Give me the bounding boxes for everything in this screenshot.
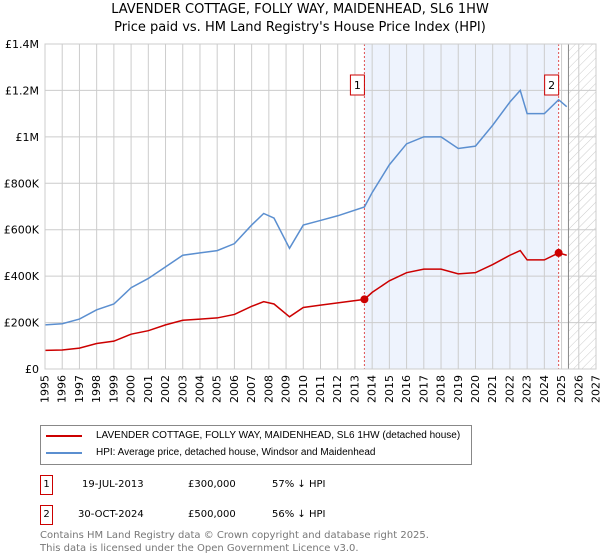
footer: Contains HM Land Registry data © Crown c…	[40, 529, 429, 555]
chart-title: LAVENDER COTTAGE, FOLLY WAY, MAIDENHEAD,…	[111, 2, 489, 17]
x-tick-label: 2006	[228, 375, 241, 403]
x-tick-label: 2003	[176, 375, 189, 403]
x-tick-label: 2017	[417, 375, 430, 403]
sale-date: 30-OCT-2024	[78, 509, 144, 520]
footer-line: Contains HM Land Registry data © Crown c…	[40, 530, 429, 541]
x-tick-label: 2009	[280, 375, 293, 403]
legend: LAVENDER COTTAGE, FOLLY WAY, MAIDENHEAD,…	[40, 425, 472, 465]
sale-point	[360, 295, 369, 304]
y-tick-label: £800K	[4, 177, 40, 190]
property-price-line	[44, 249, 567, 352]
y-tick-label: £1.4M	[5, 38, 39, 51]
x-tick-label: 2005	[211, 375, 224, 403]
sale-price: £300,000	[188, 479, 236, 490]
x-tick-label: 2008	[262, 375, 275, 403]
footer-line: This data is licensed under the Open Gov…	[40, 543, 359, 554]
marker-badge-label: 2	[548, 79, 555, 92]
x-tick-label: 1998	[90, 375, 103, 403]
x-tick-label: 2007	[245, 375, 258, 403]
plot-frame	[44, 43, 597, 370]
hpi-line	[44, 88, 568, 326]
marker-badge-box	[544, 74, 560, 96]
y-tick-label: £400K	[4, 270, 40, 283]
legend-label-property: LAVENDER COTTAGE, FOLLY WAY, MAIDENHEAD,…	[96, 430, 461, 441]
legend-label-hpi: HPI: Average price, detached house, Wind…	[96, 447, 376, 458]
x-tick-label: 2011	[314, 375, 327, 403]
x-tick-label: 1999	[107, 375, 120, 403]
legend-swatch-property	[46, 435, 82, 437]
y-tick-label: £200K	[4, 317, 40, 330]
x-tick-label: 2004	[193, 375, 206, 403]
x-tick-label: 2018	[435, 375, 448, 403]
x-tick-label: 2027	[590, 375, 600, 403]
x-tick-label: 2015	[383, 375, 396, 403]
sale-period-shade	[364, 44, 559, 369]
x-tick-label: 2024	[538, 375, 551, 403]
x-tick-label: 1996	[56, 375, 69, 403]
hpi-delta: 57% ↓ HPI	[272, 479, 326, 490]
price-chart: 1995 1996 1997 1998 1999 2000 2001 2002 2003 2004…	[4, 38, 600, 403]
sale-date: 19-JUL-2013	[82, 479, 144, 490]
x-tick-label: 2025	[555, 375, 568, 403]
forecast-hatch	[568, 44, 596, 369]
x-tick-label: 2023	[521, 375, 534, 403]
legend-swatch-hpi	[46, 452, 82, 454]
marker-badge: 2	[40, 505, 53, 525]
x-tick-label: 1995	[39, 375, 52, 403]
sale-price: £500,000	[188, 509, 236, 520]
marker-badge: 1	[40, 475, 53, 495]
y-tick-label: £600K	[4, 224, 40, 237]
x-tick-label: 2012	[331, 375, 344, 403]
x-tick-label: 2021	[486, 375, 499, 403]
x-tick-label: 2026	[572, 375, 585, 403]
x-tick-label: 2019	[452, 375, 465, 403]
x-tick-label: 2016	[400, 375, 413, 403]
x-tick-label: 2022	[503, 375, 516, 403]
y-tick-label: £0	[25, 363, 39, 376]
hpi-delta: 56% ↓ HPI	[272, 509, 326, 520]
x-tick-label: 2013	[348, 375, 361, 403]
chart-subtitle: Price paid vs. HM Land Registry's House …	[114, 20, 486, 35]
x-tick-label: 2014	[366, 375, 379, 403]
y-tick-label: £1M	[16, 131, 40, 144]
marker-badge-label: 1	[354, 79, 361, 92]
x-tick-label: 2020	[469, 375, 482, 403]
y-tick-label: £1.2M	[5, 84, 39, 97]
x-tick-label: 2002	[159, 375, 172, 403]
x-tick-label: 2010	[297, 375, 310, 403]
sale-point	[554, 248, 563, 257]
x-tick-label: 2000	[125, 375, 138, 403]
x-tick-label: 1997	[73, 375, 86, 403]
marker-badge-box	[349, 74, 365, 96]
x-tick-label: 2001	[142, 375, 155, 403]
